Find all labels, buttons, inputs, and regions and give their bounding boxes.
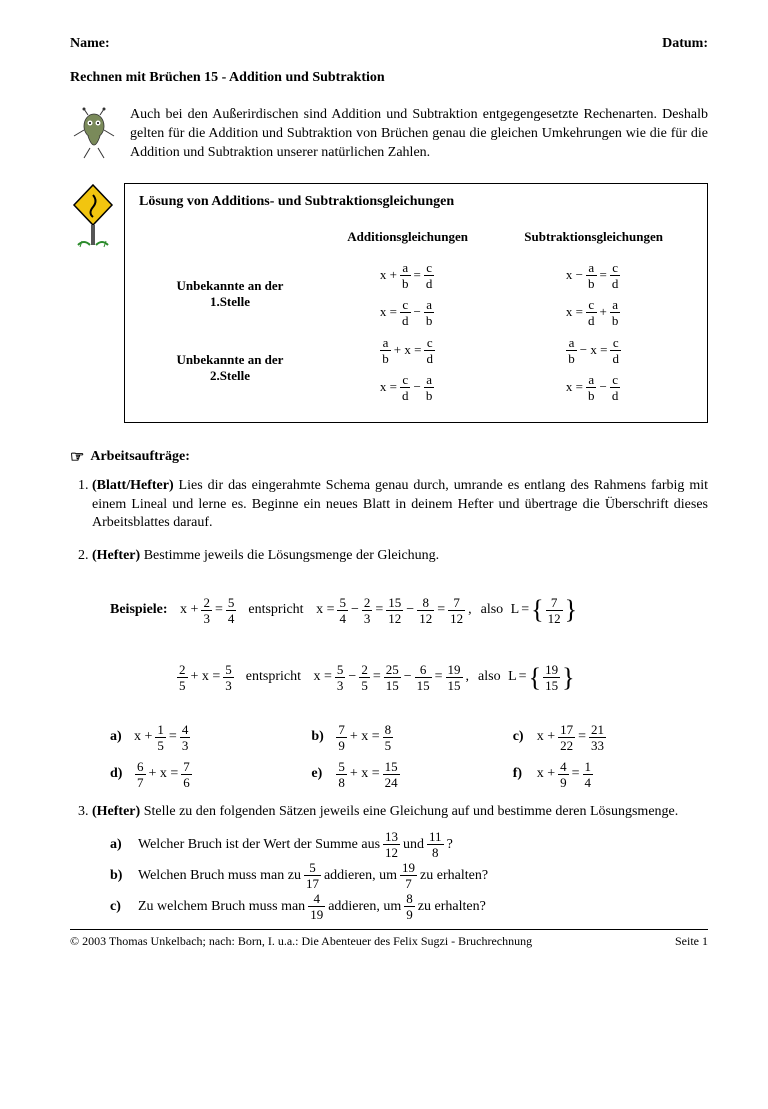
name-label: Name:: [70, 36, 110, 52]
eq-add-pos2: ab + x = cd x = cd − ab: [321, 331, 494, 406]
task-1: (Blatt/Hefter) Lies dir das eingerahmte …: [92, 477, 708, 534]
page-footer: © 2003 Thomas Unkelbach; nach: Born, I. …: [70, 929, 708, 949]
footer-right: Seite 1: [675, 934, 708, 949]
task-2-problems: a) x + 15 = 43 b) 79 + x = 85 c) x + 172…: [110, 723, 708, 789]
row2-label: Unbekannte an der 2.Stelle: [139, 331, 321, 406]
alien-icon: [70, 106, 118, 160]
rule-box: Lösung von Additions- und Subtraktionsgl…: [124, 183, 708, 423]
pointing-hand-icon: ☞: [70, 447, 84, 467]
examples: Beispiele: x + 23 = 54 entspricht x = 54…: [110, 576, 708, 711]
task-list: (Blatt/Hefter) Lies dir das eingerahmte …: [70, 477, 708, 922]
task-3-problems: a) Welcher Bruch ist der Wert der Summe …: [110, 830, 708, 921]
col-addition: Additionsgleichungen: [321, 228, 494, 257]
rule-box-title: Lösung von Additions- und Subtraktionsgl…: [139, 194, 693, 210]
problem-2f: f) x + 49 = 14: [513, 760, 704, 789]
problem-2b: b) 79 + x = 85: [311, 723, 502, 752]
page-title: Rechnen mit Brüchen 15 - Addition und Su…: [70, 70, 708, 86]
problem-3b: b) Welchen Bruch muss man zu 517 addiere…: [110, 861, 708, 890]
row1-label: Unbekannte an der 1.Stelle: [139, 257, 321, 331]
footer-left: © 2003 Thomas Unkelbach; nach: Born, I. …: [70, 934, 532, 949]
task-3: (Hefter) Stelle zu den folgenden Sätzen …: [92, 803, 708, 921]
eq-sub-pos2: ab − x = cd x = ab − cd: [494, 331, 693, 406]
problem-2a: a) x + 15 = 43: [110, 723, 301, 752]
section-heading: ☞ Arbeitsaufträge:: [70, 447, 708, 467]
problem-3c: c) Zu welchem Bruch muss man 419 addiere…: [110, 892, 708, 921]
problem-2d: d) 67 + x = 76: [110, 760, 301, 789]
problem-3a: a) Welcher Bruch ist der Wert der Summe …: [110, 830, 708, 859]
problem-2e: e) 58 + x = 1524: [311, 760, 502, 789]
task-2: (Hefter) Bestimme jeweils die Lösungsmen…: [92, 547, 708, 789]
col-subtraction: Subtraktionsgleichungen: [494, 228, 693, 257]
rule-table: Additionsgleichungen Subtraktionsgleichu…: [139, 228, 693, 406]
road-sign-icon: [70, 183, 116, 253]
intro-text: Auch bei den Außerirdischen sind Additio…: [130, 106, 708, 163]
date-label: Datum:: [662, 36, 708, 52]
eq-sub-pos1: x − ab = cd x = cd + ab: [494, 257, 693, 331]
eq-add-pos1: x + ab = cd x = cd − ab: [321, 257, 494, 331]
problem-2c: c) x + 1722 = 2133: [513, 723, 704, 752]
